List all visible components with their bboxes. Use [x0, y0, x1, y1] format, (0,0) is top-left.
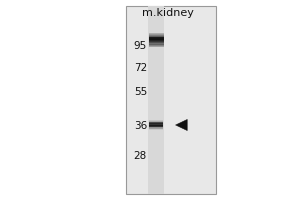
Bar [149, 128, 163, 129]
Bar [149, 122, 163, 123]
Bar [148, 35, 164, 36]
Bar [148, 37, 164, 38]
Bar [149, 126, 163, 127]
Bar [149, 128, 163, 129]
Bar [148, 44, 164, 45]
Bar [149, 126, 163, 127]
Text: 72: 72 [134, 63, 147, 73]
Bar [149, 123, 163, 124]
Bar [148, 6, 164, 194]
Bar [148, 45, 164, 46]
Bar [148, 43, 164, 44]
Text: 95: 95 [134, 41, 147, 51]
Bar [149, 123, 163, 124]
Bar [148, 44, 164, 45]
Text: m.kidney: m.kidney [142, 8, 194, 18]
Bar [148, 40, 164, 41]
Text: 36: 36 [134, 121, 147, 131]
Bar [149, 121, 163, 122]
Bar [148, 42, 164, 43]
Bar [149, 129, 163, 130]
Bar [149, 125, 163, 126]
Bar [148, 39, 164, 40]
Bar [149, 124, 163, 125]
Bar [148, 38, 164, 39]
Text: 55: 55 [134, 87, 147, 97]
Bar [148, 46, 164, 47]
Bar [148, 34, 164, 35]
Bar [149, 122, 163, 123]
Bar [148, 36, 164, 37]
Bar [148, 46, 164, 47]
Bar [149, 125, 163, 126]
Bar [149, 120, 163, 121]
Bar [148, 33, 164, 34]
Polygon shape [176, 119, 187, 131]
Bar [148, 39, 164, 40]
Bar [149, 124, 163, 125]
Bar [149, 127, 163, 128]
Bar [148, 45, 164, 46]
Bar [148, 41, 164, 42]
Text: 28: 28 [134, 151, 147, 161]
Bar [126, 6, 216, 194]
Bar [148, 37, 164, 38]
Bar [148, 38, 164, 39]
